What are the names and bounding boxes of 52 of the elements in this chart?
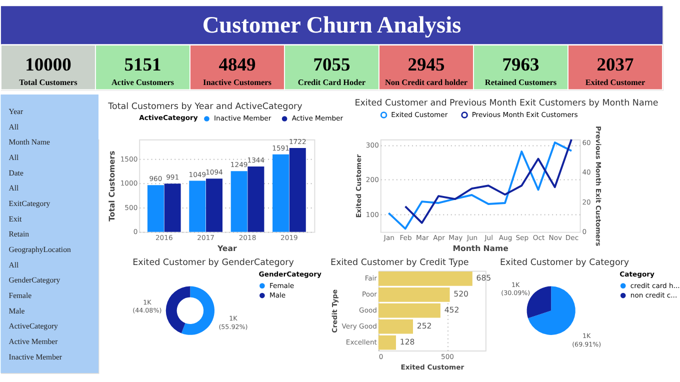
donut-slice (166, 286, 190, 334)
text: Month Name (8, 138, 51, 147)
bar (147, 185, 164, 232)
bar (230, 171, 248, 232)
bar (189, 180, 206, 232)
bar (272, 154, 290, 232)
bar (206, 178, 222, 232)
text: Date (8, 168, 24, 178)
data-label: 4849 (218, 54, 256, 74)
pie-slice (528, 286, 576, 335)
bar (289, 148, 306, 232)
text: All (8, 260, 19, 270)
data-label: 252 (416, 322, 432, 331)
bar (164, 184, 181, 232)
chart-title: Total Customers by Year and ActiveCategory (107, 102, 302, 112)
text: All (8, 184, 19, 193)
text: Female (8, 291, 32, 300)
text: ActiveCategory (8, 322, 58, 331)
data-label: 7963 (502, 54, 540, 74)
text: Year (8, 106, 24, 116)
donut-slice (181, 286, 214, 335)
chart-title: Exited Customer by Category (500, 258, 630, 268)
y-axis-title: Total Customers (107, 150, 116, 222)
data-label: 2037 (596, 54, 634, 74)
data-label: 685 (476, 274, 492, 283)
text: Inactive Member (8, 352, 62, 362)
data-label: 128 (400, 337, 415, 346)
text: Retain (8, 230, 30, 239)
text: Customer Churn Analysis (202, 12, 462, 38)
x-axis-title: Year (216, 244, 237, 253)
data-label: 10000 (25, 54, 72, 74)
text: All (8, 122, 19, 132)
text: Exit (8, 214, 23, 224)
line-series (388, 142, 572, 230)
chart-title: Exited Customer by Credit Type (330, 258, 469, 268)
data-label: 520 (454, 290, 469, 299)
text: GeographyLocation (8, 245, 71, 254)
text: All (8, 153, 19, 162)
text: Active Member (8, 337, 58, 346)
data-label: 2945 (408, 54, 445, 74)
text: GenderCategory (8, 276, 60, 285)
line-series (404, 138, 572, 224)
bar (378, 335, 396, 350)
chart-title: Exited Customer by GenderCategory (132, 258, 294, 268)
data-label: 5151 (124, 54, 162, 74)
data-label: 452 (444, 306, 460, 315)
text: ExitCategory (8, 199, 50, 208)
chart-title: Exited Customer and Previous Month Exit Customers by Month Name (354, 98, 658, 108)
text: Male (8, 306, 26, 316)
data-label: 7055 (313, 54, 350, 74)
bar (248, 166, 264, 232)
x-axis-title: Month Name (452, 244, 508, 253)
